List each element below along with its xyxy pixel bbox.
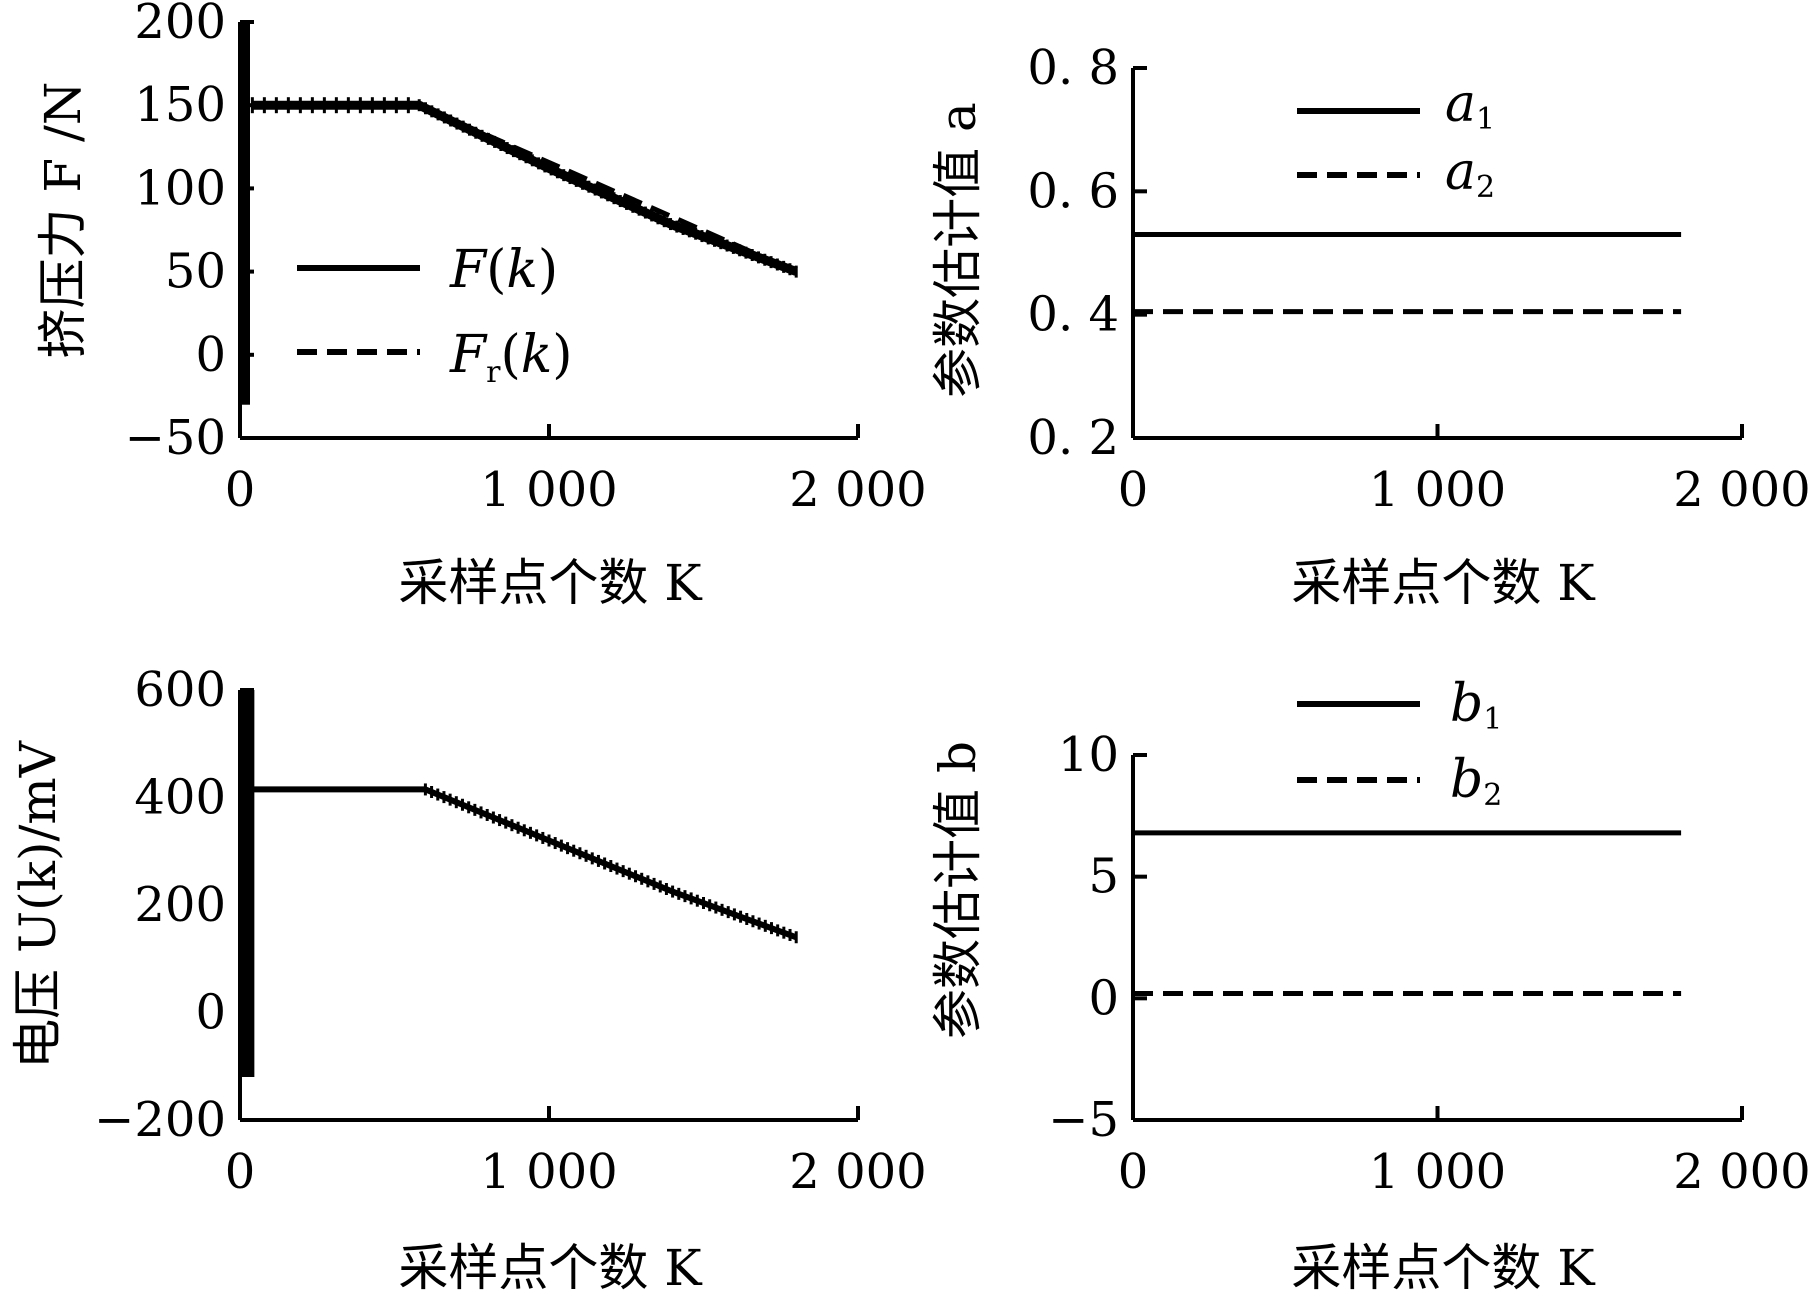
panel-voltage-x-axis-label: 采样点个数 K bbox=[398, 1239, 703, 1297]
force-y-tick-label: 200 bbox=[134, 0, 226, 50]
panel-force-x-axis-label: 采样点个数 K bbox=[398, 554, 703, 612]
voltage-x-tick-label: 2 000 bbox=[789, 1144, 926, 1200]
param-b-y-tick-label: 10 bbox=[1058, 727, 1119, 783]
param-b-y-tick-label: 5 bbox=[1088, 849, 1119, 905]
force-series-2 bbox=[252, 102, 798, 274]
panel-voltage-axes bbox=[238, 688, 860, 1122]
param-b-x-tick-label: 2 000 bbox=[1673, 1144, 1810, 1200]
legend-label-a1: a1 bbox=[1445, 74, 1495, 137]
legend-label-fr: Fr(k) bbox=[449, 325, 573, 390]
panel-param-a-legend: a1 a2 bbox=[1297, 74, 1495, 205]
panel-force-series bbox=[242, 22, 798, 405]
param-a-y-tick-label: 0. 6 bbox=[1027, 163, 1119, 219]
force-y-tick-label: 150 bbox=[134, 77, 226, 133]
param-b-y-tick-label: −5 bbox=[1048, 1092, 1119, 1148]
panel-voltage-series bbox=[242, 690, 798, 1077]
panel-param-a-tick-labels: 0. 2 0. 4 0. 6 0. 8 0 1 000 2 000 bbox=[1027, 40, 1810, 518]
legend-label-f: F(k) bbox=[449, 240, 558, 300]
panel-voltage-y-axis-label: 电压 U(k)/mV bbox=[9, 740, 67, 1069]
panel-param-b-axes bbox=[1131, 753, 1744, 1122]
force-y-tick-label: 50 bbox=[165, 244, 226, 300]
panel-param-b-y-axis-label: 参数估计值 b bbox=[929, 741, 987, 1039]
force-transient-band bbox=[242, 22, 250, 405]
panel-param-a: 0. 2 0. 4 0. 6 0. 8 0 1 000 2 000 采样点个数 K 参数估计… bbox=[929, 40, 1811, 612]
panel-force-y-axis-label: 挤压力 F /N bbox=[34, 81, 92, 358]
force-x-tick-label: 2 000 bbox=[789, 462, 926, 518]
legend-label-b2: b2 bbox=[1450, 750, 1502, 813]
force-y-tick-label: −50 bbox=[125, 410, 226, 466]
panel-param-a-y-axis-label: 参数估计值 a bbox=[929, 102, 987, 398]
panel-param-a-x-axis-label: 采样点个数 K bbox=[1291, 554, 1596, 612]
param-a-x-tick-label: 2 000 bbox=[1673, 462, 1810, 518]
panel-param-b-series bbox=[1133, 830, 1682, 996]
voltage-y-tick-label: 200 bbox=[134, 877, 226, 933]
voltage-y-tick-label: 400 bbox=[134, 770, 226, 826]
voltage-transient-band bbox=[242, 690, 255, 1077]
voltage-y-tick-label: −200 bbox=[94, 1092, 226, 1148]
force-y-tick-label: 0 bbox=[195, 327, 226, 383]
legend-label-b1: b1 bbox=[1450, 674, 1502, 737]
voltage-x-tick-label: 0 bbox=[225, 1144, 256, 1200]
panel-param-b-legend: b1 b2 bbox=[1297, 674, 1502, 813]
force-x-tick-label: 1 000 bbox=[480, 462, 617, 518]
voltage-y-tick-label: 600 bbox=[134, 662, 226, 718]
panel-param-a-series bbox=[1133, 232, 1682, 315]
param-b-x-tick-label: 1 000 bbox=[1369, 1144, 1506, 1200]
force-x-tick-label: 0 bbox=[225, 462, 256, 518]
panel-param-b-x-axis-label: 采样点个数 K bbox=[1291, 1239, 1596, 1297]
voltage-y-tick-label: 0 bbox=[195, 985, 226, 1041]
param-b-x-tick-label: 0 bbox=[1118, 1144, 1149, 1200]
param-a-y-tick-label: 0. 4 bbox=[1027, 287, 1119, 343]
panel-param-a-axes bbox=[1131, 66, 1744, 440]
panel-force-legend: F(k) Fr(k) bbox=[297, 240, 573, 390]
param-b-y-tick-label: 0 bbox=[1088, 970, 1119, 1026]
voltage-x-tick-label: 1 000 bbox=[480, 1144, 617, 1200]
param-a-x-tick-label: 1 000 bbox=[1369, 462, 1506, 518]
param-a-y-tick-label: 0. 8 bbox=[1027, 40, 1119, 96]
legend-label-a2: a2 bbox=[1445, 142, 1495, 205]
voltage-series-1 bbox=[252, 786, 798, 941]
param-a-x-tick-label: 0 bbox=[1118, 462, 1149, 518]
param-a-y-tick-label: 0. 2 bbox=[1027, 410, 1119, 466]
force-y-tick-label: 100 bbox=[134, 160, 226, 216]
